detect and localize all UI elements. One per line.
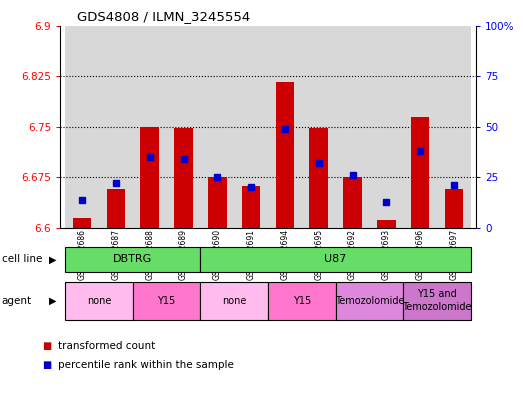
Bar: [445, 189, 463, 228]
Bar: [200, 282, 268, 320]
Text: Temozolomide: Temozolomide: [335, 296, 404, 306]
Text: none: none: [87, 296, 111, 306]
Bar: [133, 26, 167, 228]
Text: Y15 and
Temozolomide: Y15 and Temozolomide: [402, 290, 472, 312]
Bar: [174, 128, 193, 228]
Text: Y15: Y15: [157, 296, 176, 306]
Text: ■: ■: [42, 360, 52, 370]
Bar: [133, 282, 200, 320]
Bar: [268, 26, 302, 228]
Bar: [65, 282, 133, 320]
Bar: [437, 26, 471, 228]
Bar: [107, 189, 125, 228]
Text: ▶: ▶: [49, 254, 56, 264]
Bar: [242, 186, 260, 228]
Bar: [73, 218, 92, 228]
Text: cell line: cell line: [2, 254, 42, 264]
Text: ▶: ▶: [49, 296, 56, 306]
Bar: [200, 26, 234, 228]
Bar: [200, 247, 471, 272]
Bar: [369, 26, 403, 228]
Bar: [310, 128, 328, 228]
Text: none: none: [222, 296, 246, 306]
Text: Y15: Y15: [293, 296, 311, 306]
Bar: [268, 282, 336, 320]
Bar: [336, 26, 369, 228]
Bar: [141, 127, 159, 228]
Bar: [336, 282, 403, 320]
Text: U87: U87: [324, 254, 347, 264]
Bar: [167, 26, 200, 228]
Bar: [302, 26, 336, 228]
Bar: [343, 177, 362, 228]
Bar: [403, 282, 471, 320]
Bar: [377, 220, 395, 228]
Text: percentile rank within the sample: percentile rank within the sample: [58, 360, 233, 370]
Bar: [208, 177, 226, 228]
Text: transformed count: transformed count: [58, 341, 155, 351]
Bar: [403, 26, 437, 228]
Text: GDS4808 / ILMN_3245554: GDS4808 / ILMN_3245554: [77, 10, 250, 23]
Bar: [99, 26, 133, 228]
Bar: [65, 247, 200, 272]
Bar: [65, 26, 99, 228]
Text: agent: agent: [2, 296, 32, 306]
Text: DBTRG: DBTRG: [113, 254, 152, 264]
Bar: [234, 26, 268, 228]
Bar: [276, 82, 294, 228]
Text: ■: ■: [42, 341, 52, 351]
Bar: [411, 117, 429, 228]
